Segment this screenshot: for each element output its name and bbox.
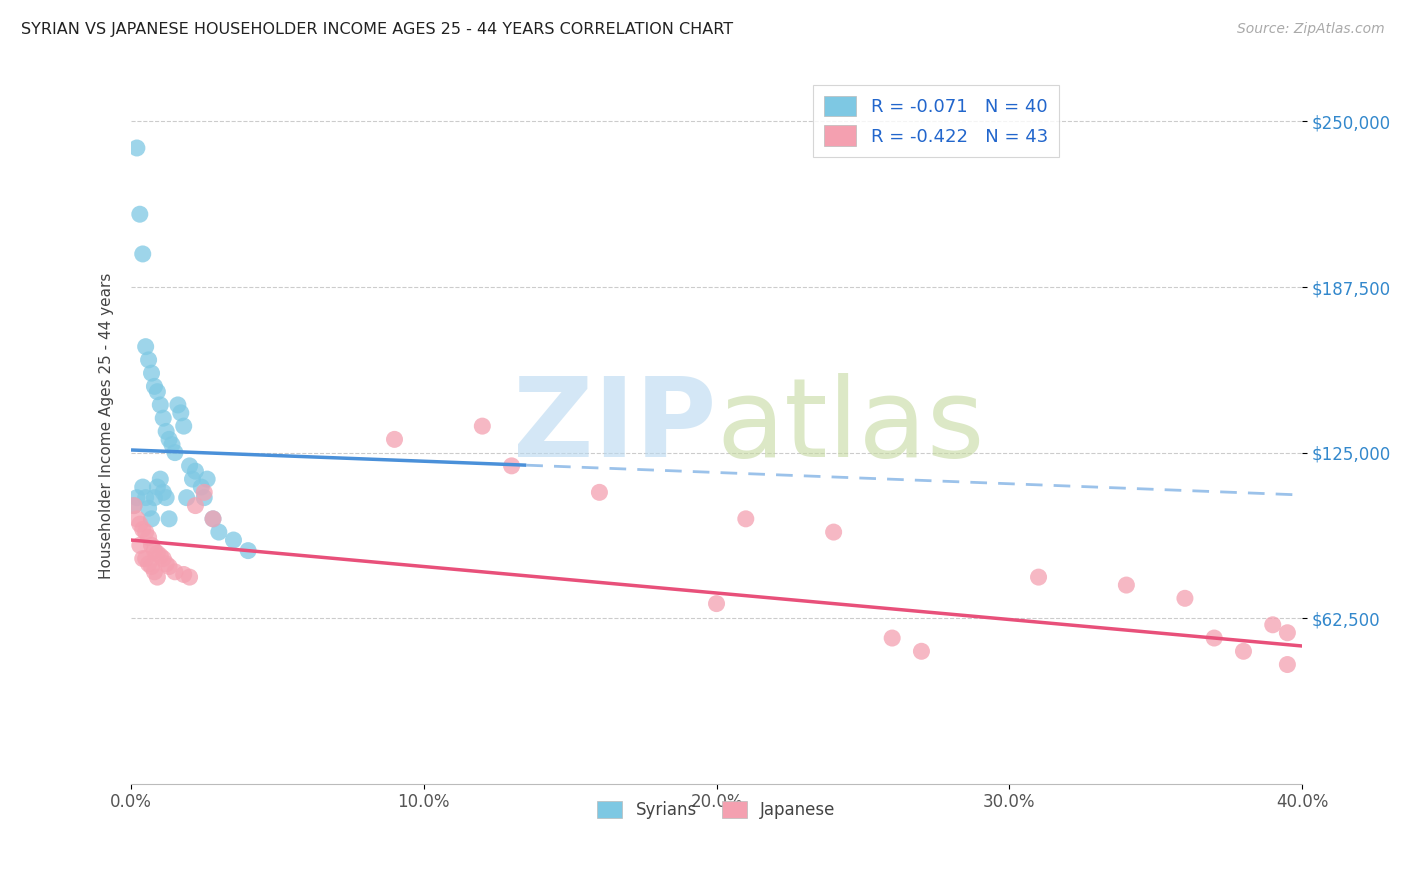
Point	[734, 512, 756, 526]
Point	[1261, 617, 1284, 632]
Point	[471, 419, 494, 434]
Point	[173, 419, 195, 434]
Point	[157, 433, 180, 447]
Point	[143, 379, 166, 393]
Point	[823, 525, 845, 540]
Legend: Syrians, Japanese: Syrians, Japanese	[591, 794, 842, 825]
Point	[179, 458, 201, 473]
Point	[190, 480, 212, 494]
Text: Source: ZipAtlas.com: Source: ZipAtlas.com	[1237, 22, 1385, 37]
Point	[128, 207, 150, 221]
Point	[179, 570, 201, 584]
Text: atlas: atlas	[717, 373, 986, 480]
Text: ZIP: ZIP	[513, 373, 717, 480]
Point	[125, 141, 148, 155]
Point	[184, 464, 207, 478]
Point	[141, 538, 163, 552]
Text: SYRIAN VS JAPANESE HOUSEHOLDER INCOME AGES 25 - 44 YEARS CORRELATION CHART: SYRIAN VS JAPANESE HOUSEHOLDER INCOME AG…	[21, 22, 733, 37]
Point	[163, 565, 186, 579]
Point	[135, 525, 157, 540]
Point	[1174, 591, 1197, 606]
Point	[201, 512, 224, 526]
Point	[132, 523, 155, 537]
Point	[170, 406, 193, 420]
Point	[1277, 625, 1299, 640]
Point	[155, 425, 177, 439]
Point	[146, 570, 169, 584]
Point	[193, 485, 215, 500]
Point	[132, 551, 155, 566]
Point	[173, 567, 195, 582]
Point	[143, 491, 166, 505]
Point	[141, 559, 163, 574]
Point	[135, 340, 157, 354]
Point	[160, 438, 183, 452]
Point	[138, 530, 160, 544]
Point	[163, 445, 186, 459]
Point	[201, 512, 224, 526]
Point	[122, 499, 145, 513]
Point	[384, 433, 406, 447]
Point	[706, 597, 728, 611]
Point	[146, 480, 169, 494]
Point	[135, 491, 157, 505]
Point	[1232, 644, 1254, 658]
Point	[155, 491, 177, 505]
Point	[132, 247, 155, 261]
Point	[588, 485, 610, 500]
Point	[157, 559, 180, 574]
Point	[195, 472, 218, 486]
Point	[149, 549, 172, 563]
Point	[138, 501, 160, 516]
Point	[143, 565, 166, 579]
Point	[135, 551, 157, 566]
Point	[128, 538, 150, 552]
Point	[138, 352, 160, 367]
Point	[132, 480, 155, 494]
Point	[152, 411, 174, 425]
Point	[208, 525, 231, 540]
Y-axis label: Householder Income Ages 25 - 44 years: Householder Income Ages 25 - 44 years	[100, 273, 114, 579]
Point	[149, 472, 172, 486]
Point	[184, 499, 207, 513]
Point	[176, 491, 198, 505]
Point	[146, 384, 169, 399]
Point	[138, 557, 160, 571]
Point	[149, 398, 172, 412]
Point	[141, 512, 163, 526]
Point	[167, 398, 190, 412]
Point	[157, 512, 180, 526]
Point	[125, 491, 148, 505]
Point	[146, 546, 169, 560]
Point	[122, 499, 145, 513]
Point	[1028, 570, 1050, 584]
Point	[1115, 578, 1137, 592]
Point	[501, 458, 523, 473]
Point	[152, 485, 174, 500]
Point	[152, 551, 174, 566]
Point	[128, 517, 150, 532]
Point	[910, 644, 932, 658]
Point	[236, 543, 259, 558]
Point	[141, 366, 163, 380]
Point	[882, 631, 904, 645]
Point	[155, 557, 177, 571]
Point	[193, 491, 215, 505]
Point	[125, 512, 148, 526]
Point	[181, 472, 204, 486]
Point	[222, 533, 245, 547]
Point	[143, 543, 166, 558]
Point	[1277, 657, 1299, 672]
Point	[1204, 631, 1226, 645]
